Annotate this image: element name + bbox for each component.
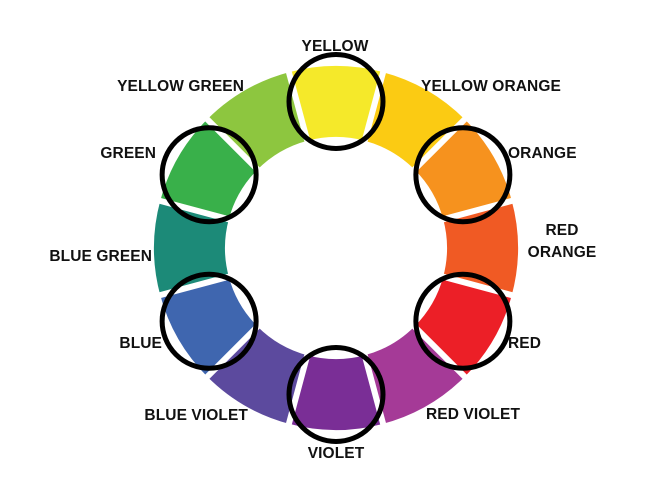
segment-yellow [287, 66, 385, 141]
highlight-ring-violet [286, 345, 386, 444]
label-red-violet: RED VIOLET [426, 406, 520, 423]
segment-red-violet [364, 326, 466, 425]
segment-violet [287, 355, 385, 430]
label-blue-violet: BLUE VIOLET [144, 407, 248, 424]
highlight-ring-green [159, 125, 259, 225]
label-blue: BLUE [119, 335, 162, 352]
label-yellow-orange: YELLOW ORANGE [421, 78, 561, 95]
segment-yellow-green [206, 71, 308, 170]
highlight-ring-orange [413, 125, 513, 225]
highlight-ring-red [413, 271, 513, 371]
segment-orange [414, 118, 513, 220]
segment-red [414, 276, 513, 378]
highlight-rings [159, 52, 513, 444]
label-green: GREEN [100, 145, 156, 162]
label-yellow: YELLOW [302, 38, 369, 55]
segment-yellow-orange [364, 71, 466, 170]
wheel-segments [154, 66, 518, 430]
segment-green [159, 118, 258, 220]
segment-blue [159, 276, 258, 378]
label-violet: VIOLET [308, 445, 365, 462]
highlight-ring-yellow [286, 52, 386, 151]
label-red-orange-line1: RED [545, 222, 578, 239]
label-yellow-green: YELLOW GREEN [117, 78, 244, 95]
label-orange: ORANGE [508, 145, 577, 162]
label-blue-green: BLUE GREEN [49, 248, 152, 265]
segment-blue-violet [206, 326, 308, 425]
highlight-ring-blue [159, 271, 259, 371]
label-red-orange-line2: ORANGE [528, 244, 597, 261]
label-red: RED [508, 335, 541, 352]
